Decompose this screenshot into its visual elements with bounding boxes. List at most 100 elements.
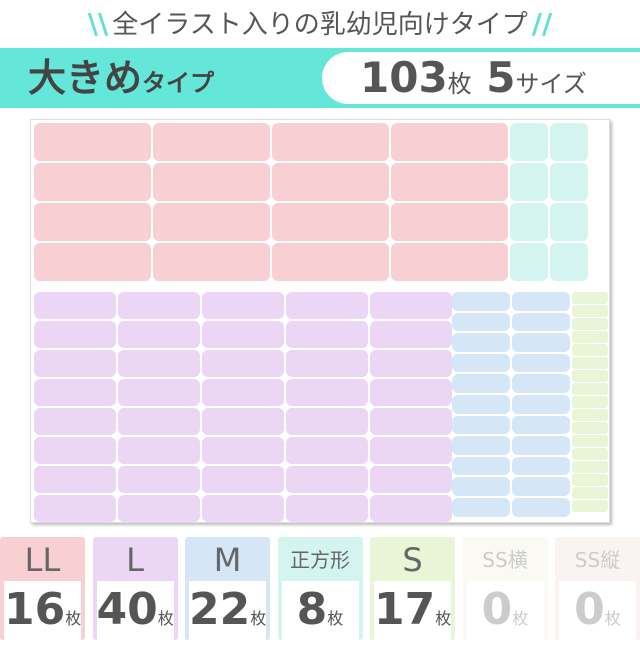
label-l: [286, 321, 368, 348]
label-ll: [34, 203, 151, 241]
legend-size-name: L: [126, 541, 144, 579]
label-m: [512, 477, 570, 496]
label-l: [286, 437, 368, 464]
label-s: [572, 292, 608, 304]
label-l: [34, 437, 116, 464]
label-m: [452, 498, 510, 517]
label-l: [286, 292, 368, 319]
label-l: [370, 321, 452, 348]
label-l: [202, 292, 284, 319]
label-l: [118, 321, 200, 348]
label-l: [370, 495, 452, 522]
label-s: [572, 370, 608, 382]
header-band: 大きめタイプ 103枚 5サイズ: [0, 48, 640, 108]
label-m: [512, 436, 570, 455]
label-l: [370, 437, 452, 464]
label-s: [572, 409, 608, 421]
label-m: [512, 415, 570, 435]
legend-size-name: SS縦: [574, 548, 621, 572]
label-s: [572, 500, 608, 512]
legend-item-5: SS横 0枚: [462, 537, 548, 640]
label-m: [512, 456, 570, 476]
label-ll: [272, 163, 389, 201]
label-m: [512, 312, 570, 332]
size-legend: LL 16枚 L 40枚 M 22枚 正方形 8枚 S 17枚 SS横 0枚 SS縦 0枚: [0, 537, 640, 640]
label-m: [452, 436, 510, 455]
label-l: [202, 379, 284, 406]
label-m: [512, 353, 570, 373]
label-l: [118, 350, 200, 377]
label-s: [572, 487, 608, 499]
label-m: [512, 292, 570, 311]
label-square: [510, 163, 548, 201]
legend-count: 17枚: [374, 581, 451, 640]
label-l: [34, 379, 116, 406]
label-square: [510, 123, 548, 161]
legend-count: 22枚: [189, 581, 266, 640]
label-l: [370, 292, 452, 319]
label-square: [550, 243, 588, 281]
label-l: [286, 466, 368, 493]
label-s: [572, 357, 608, 369]
label-ll: [391, 243, 508, 281]
label-m: [452, 477, 510, 496]
label-m: [452, 374, 510, 393]
label-l: [370, 350, 452, 377]
label-ll: [153, 163, 270, 201]
legend-item-6: SS縦 0枚: [555, 537, 640, 640]
label-s: [572, 396, 608, 408]
label-s: [572, 422, 608, 434]
label-m: [512, 333, 570, 352]
legend-item-2: M 22枚: [185, 537, 270, 640]
label-s: [572, 461, 608, 473]
label-l: [202, 321, 284, 348]
label-l: [34, 350, 116, 377]
label-m: [452, 312, 510, 332]
legend-count: 16枚: [4, 581, 81, 640]
label-m: [452, 415, 510, 435]
label-l: [34, 408, 116, 435]
legend-item-0: LL 16枚: [0, 537, 85, 640]
legend-count: 8枚: [281, 581, 359, 640]
slash-decoration: //: [531, 7, 553, 40]
legend-size-name: LL: [24, 541, 61, 579]
label-l: [118, 495, 200, 522]
legend-item-3: 正方形 8枚: [277, 537, 363, 640]
legend-item-4: S 17枚: [370, 537, 455, 640]
label-l: [202, 408, 284, 435]
label-s: [572, 305, 608, 317]
label-s: [572, 474, 608, 486]
label-sheet: [30, 119, 610, 523]
label-ll: [34, 243, 151, 281]
label-l: [370, 408, 452, 435]
label-s: [572, 435, 608, 447]
label-l: [118, 379, 200, 406]
label-ll: [34, 163, 151, 201]
label-m: [512, 374, 570, 393]
subtitle: 全イラスト入りの乳幼児向けタイプ: [112, 10, 528, 40]
label-ll: [153, 243, 270, 281]
label-ll: [153, 203, 270, 241]
label-m: [512, 395, 570, 414]
label-square: [550, 163, 588, 201]
label-l: [118, 408, 200, 435]
label-l: [118, 437, 200, 464]
legend-size-name: S: [402, 541, 423, 579]
legend-count: 40枚: [96, 581, 174, 640]
label-l: [286, 408, 368, 435]
label-l: [34, 292, 116, 319]
label-l: [370, 379, 452, 406]
label-l: [118, 292, 200, 319]
subtitle-banner: \\ 全イラスト入りの乳幼児向けタイプ//: [0, 4, 640, 44]
label-m: [512, 498, 570, 517]
label-l: [34, 495, 116, 522]
label-square: [550, 203, 588, 241]
legend-item-1: L 40枚: [92, 537, 178, 640]
label-l: [202, 350, 284, 377]
label-l: [202, 495, 284, 522]
label-s: [572, 331, 608, 343]
label-ll: [34, 123, 151, 161]
label-s: [572, 318, 608, 330]
label-m: [452, 456, 510, 476]
legend-size-name: 正方形: [290, 548, 350, 572]
